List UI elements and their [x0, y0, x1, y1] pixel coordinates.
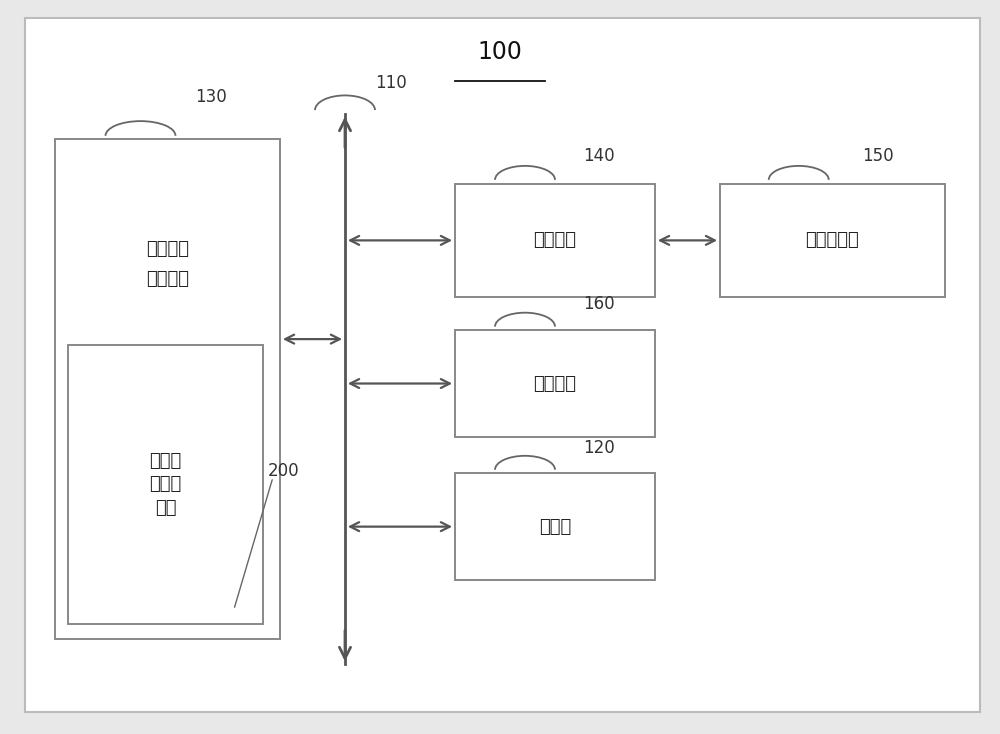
Text: 110: 110: [375, 73, 407, 92]
Text: 150: 150: [862, 147, 894, 165]
FancyBboxPatch shape: [720, 184, 945, 297]
Text: 200: 200: [268, 462, 300, 481]
Text: 用户接口: 用户接口: [534, 374, 576, 393]
FancyBboxPatch shape: [68, 345, 263, 624]
Text: 网络适配器: 网络适配器: [806, 231, 859, 250]
FancyBboxPatch shape: [455, 473, 655, 580]
Text: 处理器: 处理器: [539, 517, 571, 536]
FancyBboxPatch shape: [25, 18, 980, 712]
FancyBboxPatch shape: [455, 330, 655, 437]
Text: 140: 140: [583, 147, 615, 165]
FancyBboxPatch shape: [455, 184, 655, 297]
Text: 100: 100: [478, 40, 522, 65]
Text: 160: 160: [583, 295, 615, 313]
Text: 总线接口: 总线接口: [534, 231, 576, 250]
Text: 存储介质: 存储介质: [146, 240, 189, 258]
FancyBboxPatch shape: [55, 139, 280, 639]
Text: 130: 130: [195, 88, 227, 106]
Text: 存储介质: 存储介质: [146, 270, 189, 288]
Text: 120: 120: [583, 438, 615, 457]
Text: 签名信
息提取
装置: 签名信 息提取 装置: [149, 452, 182, 517]
